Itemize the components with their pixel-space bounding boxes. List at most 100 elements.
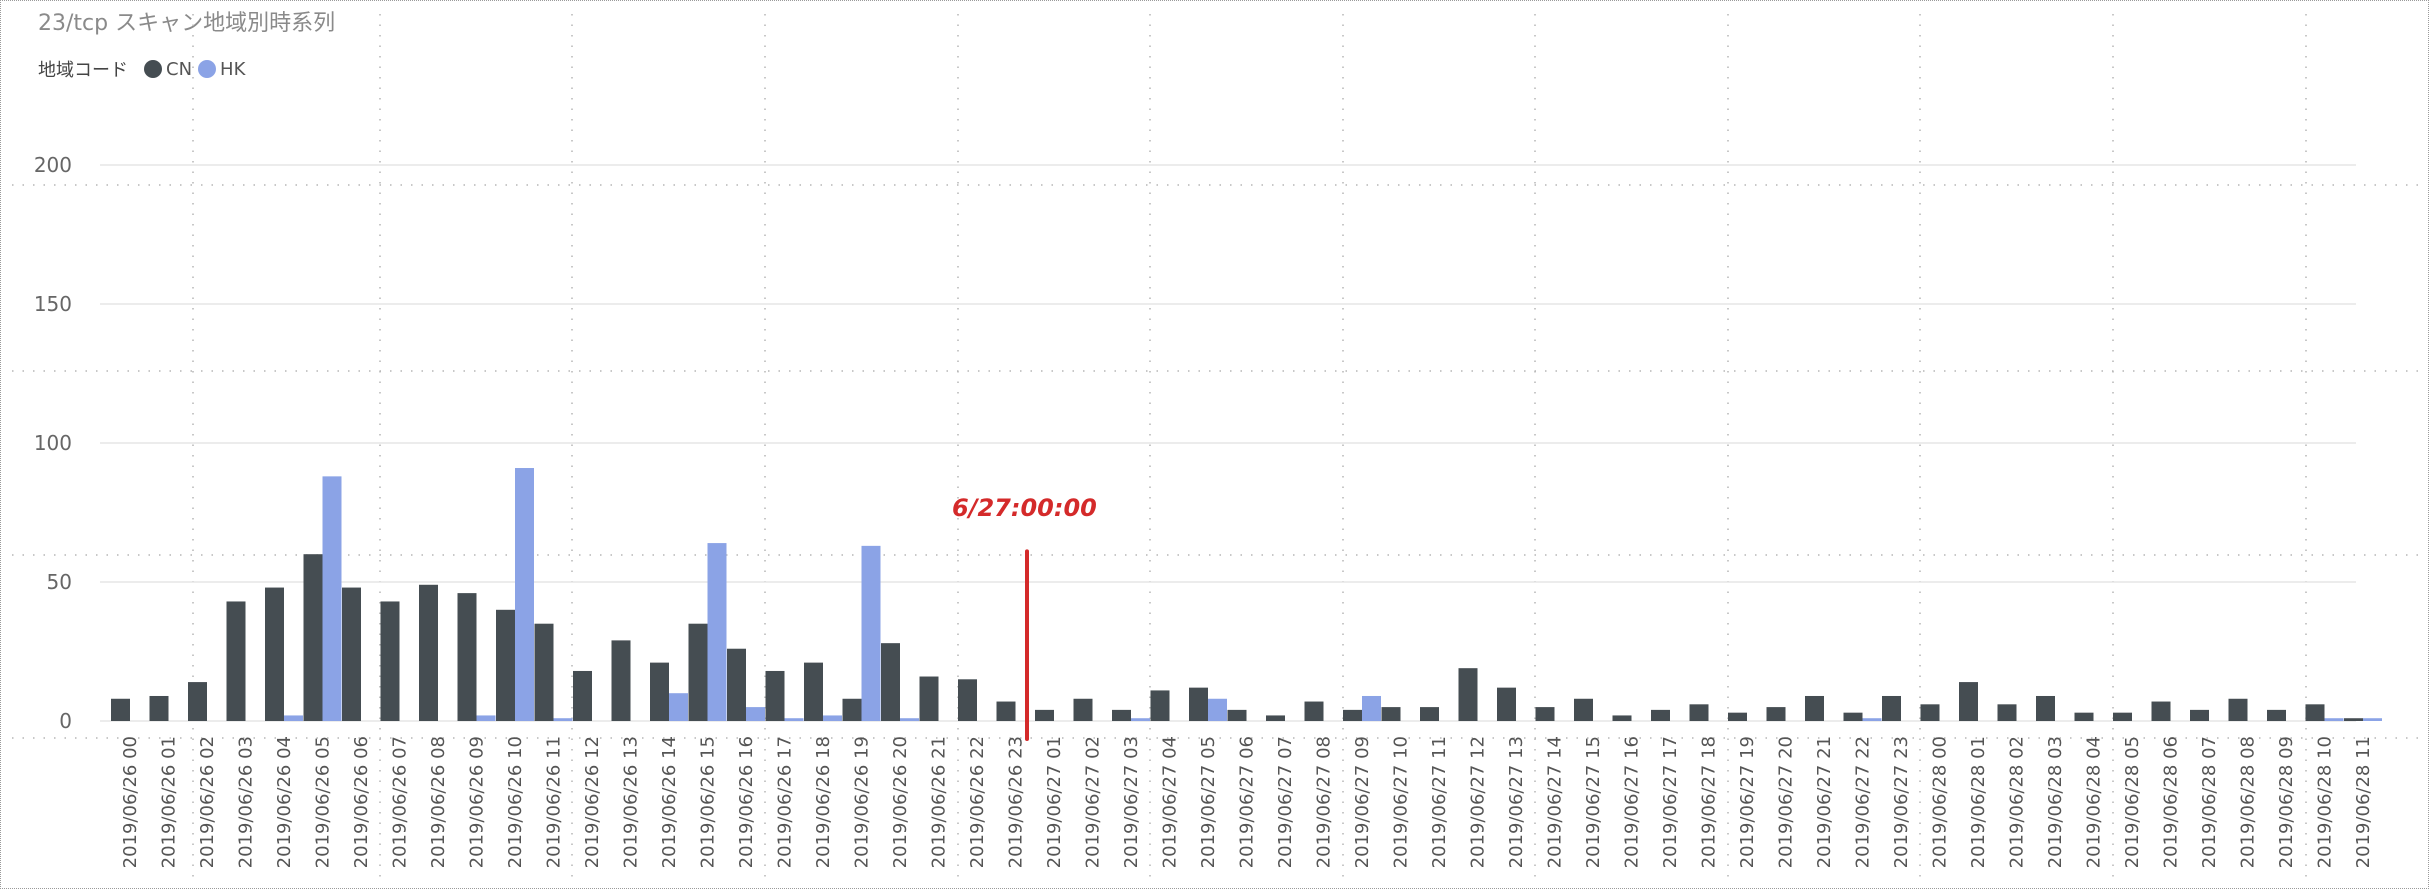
x-tick-label-44: 2019/06/27 21 — [1814, 736, 1835, 868]
legend-item-cn[interactable]: CN — [144, 59, 192, 80]
bar-hk-10 — [515, 468, 534, 721]
bar-cn-44 — [1805, 695, 1824, 721]
bar-hk-26 — [1131, 718, 1150, 721]
x-tick-label-42: 2019/06/27 19 — [1737, 736, 1758, 868]
bar-cn-5 — [303, 554, 323, 721]
x-tick-label-47: 2019/06/28 00 — [1930, 736, 1951, 868]
bar-cn-20 — [881, 643, 900, 721]
bar-cn-0 — [111, 698, 130, 721]
bar-hk-4 — [284, 715, 303, 721]
bar-cn-23 — [996, 701, 1016, 721]
x-tick-label-17: 2019/06/26 17 — [775, 736, 796, 868]
x-tick-label-32: 2019/06/27 09 — [1352, 736, 1373, 868]
bar-cn-30 — [1266, 715, 1285, 721]
x-tick-label-13: 2019/06/26 13 — [621, 736, 642, 868]
bar-cn-4 — [265, 587, 284, 721]
y-tick-label-150: 150 — [34, 292, 72, 316]
bar-cn-22 — [958, 679, 977, 721]
bar-hk-5 — [322, 476, 342, 721]
bar-cn-6 — [342, 587, 361, 721]
x-tick-label-35: 2019/06/27 12 — [1468, 736, 1489, 868]
x-tick-label-15: 2019/06/26 15 — [698, 736, 719, 868]
x-tick-label-9: 2019/06/26 09 — [467, 736, 488, 868]
y-tick-label-200: 200 — [34, 153, 72, 177]
x-tick-label-36: 2019/06/27 13 — [1506, 736, 1527, 868]
annotation-label: 6/27:00:00 — [952, 494, 1097, 522]
x-tick-label-50: 2019/06/28 03 — [2045, 736, 2066, 868]
bar-cn-43 — [1766, 707, 1786, 721]
bar-cn-9 — [457, 593, 477, 721]
bar-hk-14 — [669, 693, 688, 721]
x-tick-label-30: 2019/06/27 07 — [1275, 736, 1296, 868]
x-tick-label-19: 2019/06/26 19 — [852, 736, 873, 868]
background-dot-grid — [12, 14, 2427, 885]
bar-cn-25 — [1073, 698, 1093, 721]
x-tick-label-49: 2019/06/28 02 — [2007, 736, 2028, 868]
x-tick-label-6: 2019/06/26 06 — [351, 736, 372, 868]
bar-hk-11 — [553, 718, 573, 721]
bar-hk-57 — [2324, 718, 2344, 721]
x-tick-label-26: 2019/06/27 03 — [1121, 736, 1142, 868]
bar-cn-55 — [2228, 698, 2248, 721]
bar-cn-47 — [1920, 704, 1940, 721]
y-tick-label-100: 100 — [34, 431, 72, 455]
bar-cn-2 — [188, 682, 207, 721]
x-tick-label-3: 2019/06/26 03 — [236, 736, 257, 868]
bar-cn-36 — [1497, 687, 1516, 721]
bar-cn-14 — [650, 662, 669, 721]
bar-cn-45 — [1843, 712, 1863, 721]
x-tick-label-28: 2019/06/27 05 — [1198, 736, 1219, 868]
bar-hk-32 — [1362, 695, 1381, 721]
bar-hk-15 — [707, 543, 727, 721]
bar-cn-40 — [1651, 709, 1670, 721]
x-tick-label-29: 2019/06/27 06 — [1237, 736, 1258, 868]
bar-cn-51 — [2074, 712, 2094, 721]
x-tick-label-16: 2019/06/26 16 — [736, 736, 757, 868]
chart-title: 23/tcp スキャン地域別時系列 — [38, 11, 336, 36]
x-tick-label-41: 2019/06/27 18 — [1699, 736, 1720, 868]
x-tick-label-21: 2019/06/26 21 — [929, 736, 950, 868]
bar-cn-35 — [1458, 668, 1478, 721]
bar-cn-33 — [1381, 707, 1401, 721]
bar-hk-19 — [861, 545, 881, 721]
bar-cn-57 — [2305, 704, 2325, 721]
x-tick-label-56: 2019/06/28 09 — [2276, 736, 2297, 868]
x-tick-label-1: 2019/06/26 01 — [159, 736, 180, 868]
bar-cn-52 — [2113, 712, 2132, 721]
bar-cn-53 — [2151, 701, 2171, 721]
x-tick-label-27: 2019/06/27 04 — [1160, 736, 1181, 868]
x-tick-label-0: 2019/06/26 00 — [120, 736, 141, 868]
x-axis-ticks: 2019/06/26 00 2019/06/26 01 2019/06/26 02 2… — [120, 736, 2374, 868]
x-tick-label-40: 2019/06/27 17 — [1660, 736, 1681, 868]
x-tick-label-54: 2019/06/28 07 — [2199, 736, 2220, 868]
bar-cn-41 — [1689, 704, 1709, 721]
x-tick-label-25: 2019/06/27 02 — [1083, 736, 1104, 868]
bar-cn-46 — [1882, 695, 1901, 721]
x-tick-label-18: 2019/06/26 18 — [813, 736, 834, 868]
bar-cn-38 — [1574, 698, 1593, 721]
legend-item-hk[interactable]: HK — [198, 59, 245, 80]
y-tick-label-50: 50 — [47, 570, 72, 594]
x-tick-label-37: 2019/06/27 14 — [1545, 736, 1566, 868]
bar-cn-26 — [1112, 709, 1131, 721]
bar-cn-19 — [842, 698, 862, 721]
bar-cn-10 — [496, 609, 515, 721]
x-tick-label-39: 2019/06/27 16 — [1622, 736, 1643, 868]
legend-swatch-cn — [144, 60, 162, 78]
x-tick-label-57: 2019/06/28 10 — [2315, 736, 2336, 868]
x-tick-label-45: 2019/06/27 22 — [1853, 736, 1874, 868]
bar-cn-12 — [573, 670, 592, 721]
x-tick-label-22: 2019/06/26 22 — [967, 736, 988, 868]
bar-cn-39 — [1612, 715, 1632, 721]
x-tick-label-43: 2019/06/27 20 — [1776, 736, 1797, 868]
x-tick-label-8: 2019/06/26 08 — [428, 736, 449, 868]
y-tick-label-0: 0 — [59, 709, 72, 733]
x-tick-label-51: 2019/06/28 04 — [2084, 736, 2105, 868]
x-tick-label-52: 2019/06/28 05 — [2122, 736, 2143, 868]
bar-hk-18 — [823, 715, 842, 721]
bar-hk-28 — [1208, 698, 1227, 721]
bar-hk-9 — [476, 715, 496, 721]
x-tick-label-58: 2019/06/28 11 — [2353, 736, 2374, 868]
bar-cn-16 — [727, 648, 746, 721]
legend-label-hk: HK — [220, 58, 246, 80]
